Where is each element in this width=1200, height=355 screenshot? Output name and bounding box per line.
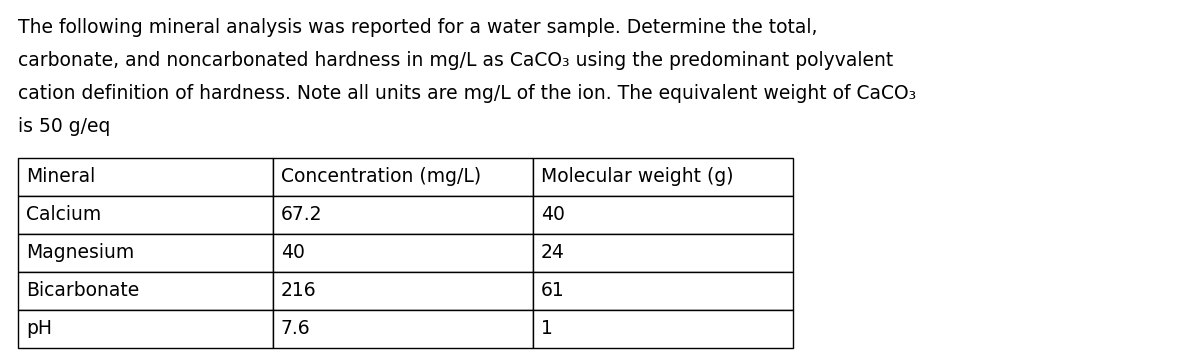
Text: 7.6: 7.6: [281, 320, 311, 339]
Text: cation definition of hardness. Note all units are mg/L of the ion. The equivalen: cation definition of hardness. Note all …: [18, 84, 917, 103]
Bar: [18, 158, 274, 196]
Text: 40: 40: [541, 206, 565, 224]
Text: Molecular weight (g): Molecular weight (g): [541, 168, 733, 186]
Bar: [274, 158, 533, 196]
Text: is 50 g/eq: is 50 g/eq: [18, 117, 110, 136]
Text: 216: 216: [281, 282, 317, 300]
Text: Mineral: Mineral: [26, 168, 95, 186]
Bar: [533, 234, 793, 272]
Bar: [18, 234, 274, 272]
Bar: [533, 196, 793, 234]
Bar: [18, 196, 274, 234]
Bar: [274, 310, 533, 348]
Bar: [274, 272, 533, 310]
Text: The following mineral analysis was reported for a water sample. Determine the to: The following mineral analysis was repor…: [18, 18, 817, 37]
Bar: [18, 310, 274, 348]
Bar: [533, 272, 793, 310]
Text: Concentration (mg/L): Concentration (mg/L): [281, 168, 481, 186]
Text: Magnesium: Magnesium: [26, 244, 134, 262]
Text: Bicarbonate: Bicarbonate: [26, 282, 139, 300]
Bar: [533, 158, 793, 196]
Text: pH: pH: [26, 320, 52, 339]
Bar: [533, 310, 793, 348]
Text: carbonate, and noncarbonated hardness in mg/L as CaCO₃ using the predominant pol: carbonate, and noncarbonated hardness in…: [18, 51, 893, 70]
Text: Calcium: Calcium: [26, 206, 101, 224]
Text: 1: 1: [541, 320, 553, 339]
Text: 24: 24: [541, 244, 565, 262]
Text: 67.2: 67.2: [281, 206, 323, 224]
Text: 40: 40: [281, 244, 305, 262]
Text: 61: 61: [541, 282, 565, 300]
Bar: [18, 272, 274, 310]
Bar: [274, 196, 533, 234]
Bar: [274, 234, 533, 272]
